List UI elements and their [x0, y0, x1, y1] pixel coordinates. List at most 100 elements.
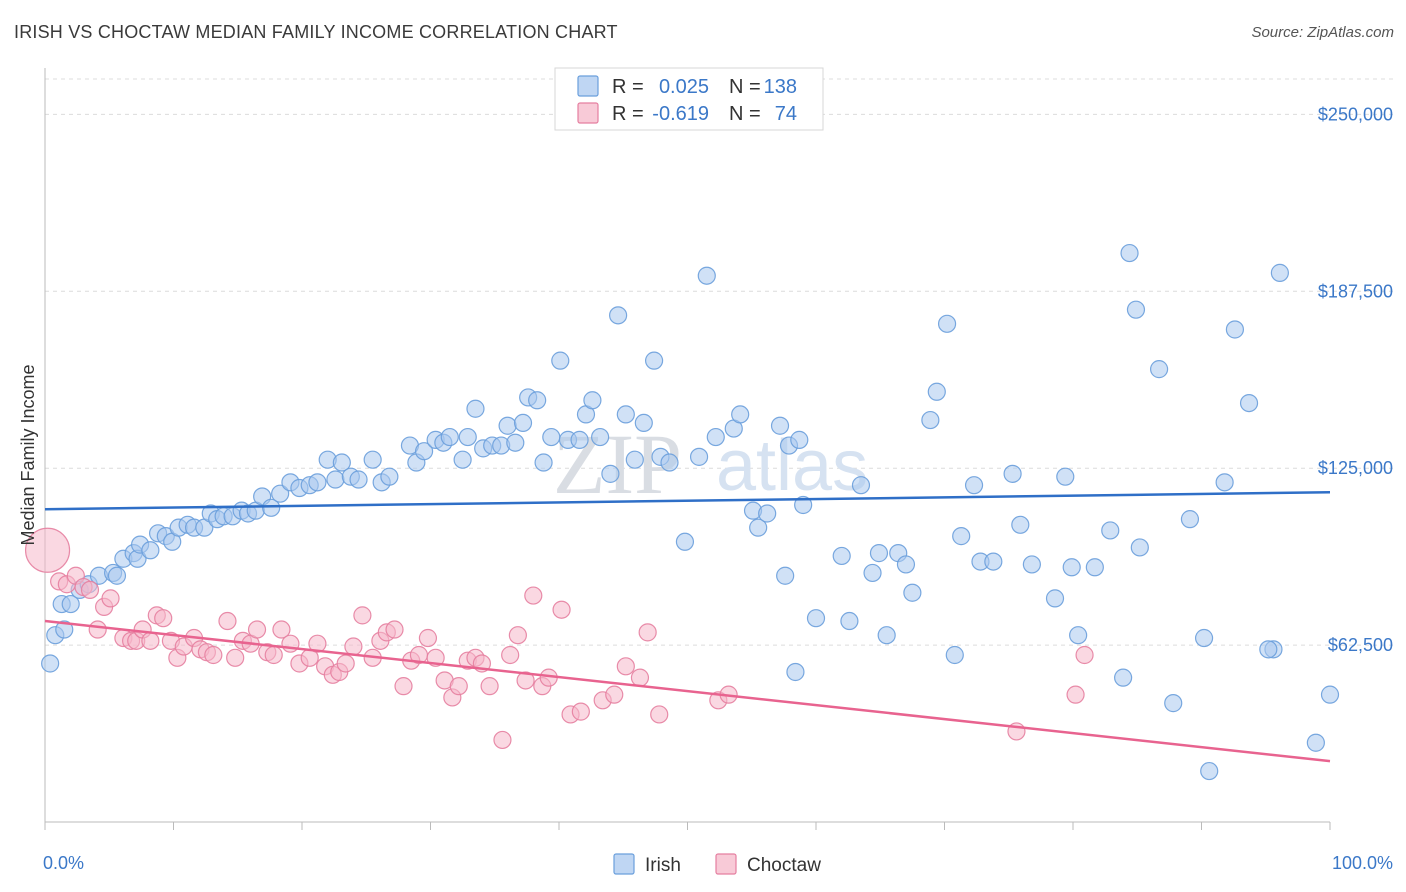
- choctaw-point: [154, 609, 173, 628]
- irish-point: [1215, 473, 1234, 492]
- irish-point: [731, 405, 750, 424]
- legend-n-value: 74: [775, 103, 797, 125]
- choctaw-point: [247, 620, 267, 639]
- irish-point: [1306, 733, 1325, 752]
- legend-label-choctaw: Choctaw: [747, 855, 821, 876]
- irish-point: [877, 626, 896, 645]
- irish-point: [927, 382, 946, 401]
- choctaw-point: [480, 677, 499, 696]
- trend-lines: [44, 490, 1331, 763]
- legend-r-value: -0.619: [652, 103, 709, 125]
- y-tick-label: $250,000: [1318, 104, 1393, 124]
- irish-point: [616, 405, 635, 424]
- irish-point: [1062, 558, 1081, 577]
- choctaw-point: [638, 623, 657, 642]
- irish-point: [921, 410, 940, 430]
- choctaw-point: [336, 654, 355, 673]
- irish-point: [326, 470, 345, 489]
- irish-point: [1085, 558, 1104, 577]
- choctaw-point: [449, 677, 468, 696]
- irish-point: [583, 391, 602, 410]
- irish-point: [758, 504, 777, 523]
- choctaw-point: [552, 600, 571, 619]
- irish-point: [634, 413, 653, 433]
- legend-n-label: N =: [729, 76, 761, 98]
- choctaw-point: [1066, 685, 1085, 704]
- irish-point: [528, 391, 547, 410]
- irish-point: [644, 351, 664, 370]
- x-tick-label-max: 100.0%: [1332, 853, 1393, 873]
- choctaw-point: [630, 668, 650, 687]
- irish-point: [1270, 263, 1289, 282]
- choctaw-point: [385, 620, 404, 639]
- irish-point: [749, 518, 768, 537]
- irish-point: [1194, 628, 1214, 648]
- irish-point: [1045, 589, 1065, 608]
- irish-point: [271, 484, 290, 503]
- legend-n-value: 138: [764, 76, 797, 98]
- correlation-legend: R = 0.025 N = 138 R = -0.619 N = 74: [554, 67, 824, 131]
- irish-point: [1320, 685, 1340, 704]
- irish-point: [1149, 360, 1169, 379]
- choctaw-point: [204, 645, 223, 665]
- choctaw-point: [344, 637, 363, 656]
- irish-point: [964, 476, 984, 495]
- grid-lines: [45, 78, 1393, 646]
- irish-point: [41, 654, 60, 673]
- irish-point: [660, 453, 679, 472]
- irish-point: [1126, 300, 1146, 319]
- irish-point: [689, 447, 709, 466]
- choctaw-point: [101, 589, 120, 608]
- legend-swatch-irish: [613, 853, 635, 875]
- irish-point: [466, 399, 485, 418]
- irish-point: [697, 266, 716, 285]
- irish-point: [440, 427, 459, 447]
- legend-r-value: 0.025: [659, 76, 709, 98]
- irish-point: [458, 427, 477, 447]
- series-legend: Irish Choctaw: [613, 853, 821, 876]
- legend-label-irish: Irish: [645, 855, 681, 876]
- x-tick-labels: 0.0% 100.0%: [43, 853, 1393, 873]
- chart-title: IRISH VS CHOCTAW MEDIAN FAMILY INCOME CO…: [14, 22, 618, 42]
- y-tick-labels: $62,500 $125,000 $187,500 $250,000: [1318, 104, 1393, 655]
- irish-point: [786, 662, 805, 682]
- data-points: [24, 243, 1340, 781]
- choctaw-point: [264, 645, 283, 665]
- irish-point: [1130, 538, 1149, 557]
- irish-point: [706, 427, 725, 447]
- irish-point: [513, 413, 533, 433]
- legend-r-label: R =: [612, 76, 644, 98]
- irish-point: [498, 416, 517, 435]
- irish-point: [262, 498, 281, 517]
- legend-swatch: [577, 75, 599, 97]
- irish-point: [840, 611, 859, 631]
- irish-point: [832, 546, 851, 566]
- irish-point: [1259, 640, 1278, 659]
- choctaw-point: [80, 580, 100, 600]
- choctaw-point: [353, 606, 372, 625]
- irish-point: [1180, 510, 1200, 529]
- irish-point: [1114, 668, 1133, 687]
- legend-r-label: R =: [612, 103, 644, 125]
- irish-point: [790, 430, 809, 449]
- source-label: Source: ZipAtlas.com: [1251, 24, 1394, 41]
- irish-point: [806, 609, 826, 628]
- irish-point: [506, 433, 525, 452]
- irish-point: [794, 495, 813, 515]
- y-tick-label: $187,500: [1318, 281, 1393, 301]
- choctaw-point: [650, 705, 669, 724]
- legend-swatch-choctaw: [715, 853, 737, 875]
- irish-point: [570, 430, 589, 449]
- irish-point: [542, 427, 561, 447]
- irish-point: [1003, 464, 1022, 483]
- irish-point: [414, 442, 434, 461]
- irish-point: [1239, 393, 1259, 413]
- irish-point: [107, 566, 127, 585]
- irish-point: [869, 544, 889, 563]
- choctaw-trend-line: [44, 619, 1331, 763]
- irish-point: [863, 563, 882, 583]
- irish-point: [1120, 243, 1139, 263]
- irish-point: [1022, 555, 1041, 574]
- irish-trend-line: [44, 490, 1331, 511]
